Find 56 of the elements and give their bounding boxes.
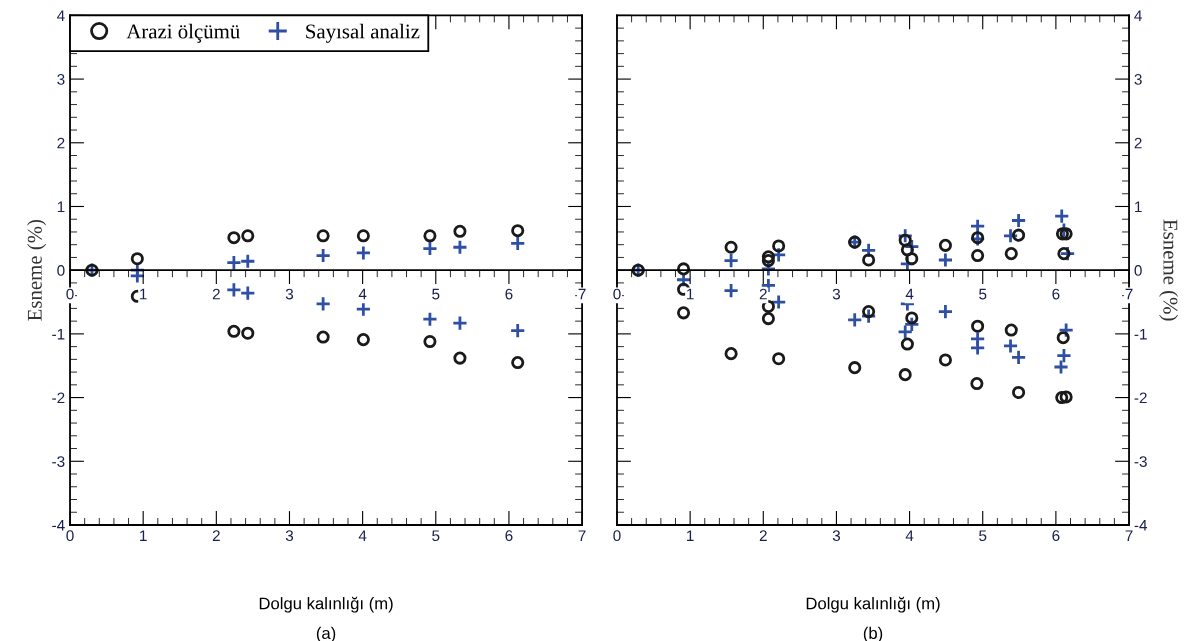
x-tick-label: 0 bbox=[66, 288, 74, 300]
x2-tick-label: 0 bbox=[613, 530, 621, 542]
x-tick-label: 0 bbox=[613, 288, 621, 300]
x2-tick-label: 6 bbox=[1052, 530, 1060, 542]
x2-tick-label: 4 bbox=[358, 530, 367, 541]
x-axis-title: Dolgu kalınlığı (m) bbox=[259, 596, 393, 613]
y-tick-label: -4 bbox=[52, 520, 65, 531]
x-tick-label: 7 bbox=[578, 288, 586, 300]
x-tick-label: 2 bbox=[759, 288, 767, 300]
x2-tick-label: 7 bbox=[578, 530, 586, 541]
legend-label: Arazi ölçümü bbox=[126, 23, 240, 43]
x2-tick-label: 3 bbox=[285, 530, 294, 542]
x2-tick-label: 1 bbox=[140, 530, 147, 541]
x2-tick-label: 5 bbox=[979, 530, 987, 542]
y2-tick-label: 3 bbox=[1134, 73, 1142, 85]
y-axis-title: Esneme (%) bbox=[27, 219, 47, 321]
x2-tick-label: 7 bbox=[1125, 530, 1133, 541]
x2-tick-label: 4 bbox=[905, 530, 914, 541]
y-tick-label: -2 bbox=[52, 392, 65, 404]
y-tick-label: 2 bbox=[57, 137, 65, 149]
x2-tick-label: 2 bbox=[759, 530, 767, 541]
x-tick-label: 3 bbox=[285, 288, 294, 300]
y2-tick-label: 4 bbox=[1134, 10, 1142, 21]
x-tick-label: 6 bbox=[1052, 288, 1060, 300]
x-tick-label: 3 bbox=[832, 288, 841, 300]
x2-tick-label: 1 bbox=[687, 530, 694, 541]
y2-tick-label: -2 bbox=[1134, 392, 1147, 404]
x2-tick-label: 3 bbox=[832, 530, 841, 542]
x-tick-label: 4 bbox=[358, 288, 367, 300]
y-tick-label: -3 bbox=[52, 456, 65, 467]
y-tick-label: -1 bbox=[52, 328, 65, 340]
x-tick-label: 5 bbox=[979, 288, 987, 300]
y2-tick-label: -3 bbox=[1134, 456, 1147, 467]
legend-label: Sayısal analiz bbox=[306, 23, 420, 43]
x2-tick-label: 0 bbox=[66, 530, 74, 542]
x2-tick-label: 6 bbox=[505, 530, 513, 542]
y-tick-label: 1 bbox=[57, 201, 65, 213]
x-tick-label: 2 bbox=[212, 288, 220, 300]
x-tick-label: 5 bbox=[432, 288, 440, 300]
y-tick-label: 3 bbox=[57, 73, 65, 85]
x-tick-label: 7 bbox=[1125, 288, 1133, 300]
x-axis-title: Dolgu kalınlığı (m) bbox=[806, 596, 940, 613]
x2-tick-label: 2 bbox=[212, 530, 220, 541]
y2-tick-label: 0 bbox=[1134, 265, 1142, 276]
y-tick-label: 0 bbox=[57, 265, 65, 276]
y-tick-label: 4 bbox=[57, 10, 65, 21]
x-tick-label: 1 bbox=[140, 288, 147, 300]
y2-tick-label: -1 bbox=[1134, 328, 1147, 340]
y2-tick-label: -4 bbox=[1134, 520, 1148, 531]
x-tick-label: 4 bbox=[905, 288, 914, 300]
x2-tick-label: 5 bbox=[432, 530, 440, 542]
x-tick-label: 6 bbox=[505, 288, 513, 300]
y2-tick-label: 1 bbox=[1135, 201, 1142, 213]
y2-tick-label: 2 bbox=[1134, 137, 1142, 149]
x-tick-label: 1 bbox=[687, 288, 694, 300]
y2-axis-title: Esneme (%) bbox=[1159, 219, 1179, 321]
